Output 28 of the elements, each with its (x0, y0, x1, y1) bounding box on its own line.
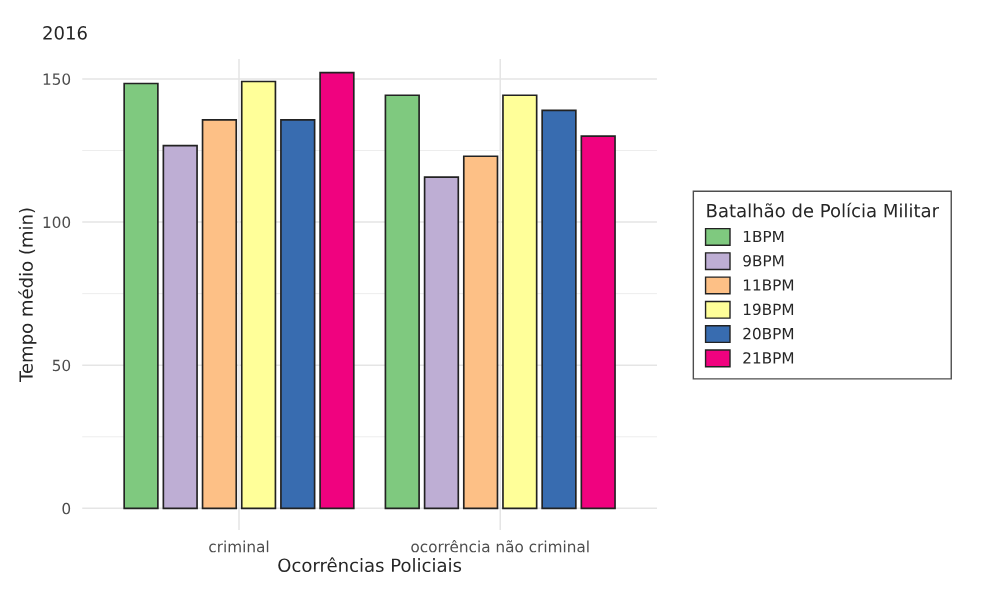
bar (123, 82, 159, 510)
legend-label: 19BPM (743, 303, 794, 316)
bar (423, 176, 460, 510)
legend-label: 1BPM (743, 230, 784, 243)
bar (502, 94, 538, 510)
bar (541, 109, 577, 510)
bar (201, 119, 238, 510)
x-tick-label: ocorrência não criminal (411, 539, 589, 553)
legend-label: 11BPM (743, 279, 794, 291)
bar (384, 94, 420, 510)
y-tick-label: 100 (43, 216, 71, 229)
bar (580, 135, 616, 510)
bar (319, 71, 355, 510)
y-axis-title: Tempo médio (min) (18, 208, 37, 383)
x-tick-label: criminal (209, 540, 269, 553)
legend-label: 21BPM (743, 352, 794, 364)
y-tick-label: 0 (62, 502, 71, 515)
legend-label: 20BPM (743, 327, 794, 340)
y-tick-label: 150 (43, 73, 71, 85)
bar (162, 144, 198, 510)
y-tick-label: 50 (52, 359, 71, 372)
x-axis-title: Ocorrências Policiais (278, 557, 462, 573)
legend-title: Batalhão de Polícia Militar (707, 202, 940, 218)
chart-title: 2016 (43, 26, 87, 40)
bar (240, 80, 277, 510)
bar (280, 119, 316, 510)
bar (462, 155, 499, 510)
legend-label: 9BPM (743, 254, 784, 267)
